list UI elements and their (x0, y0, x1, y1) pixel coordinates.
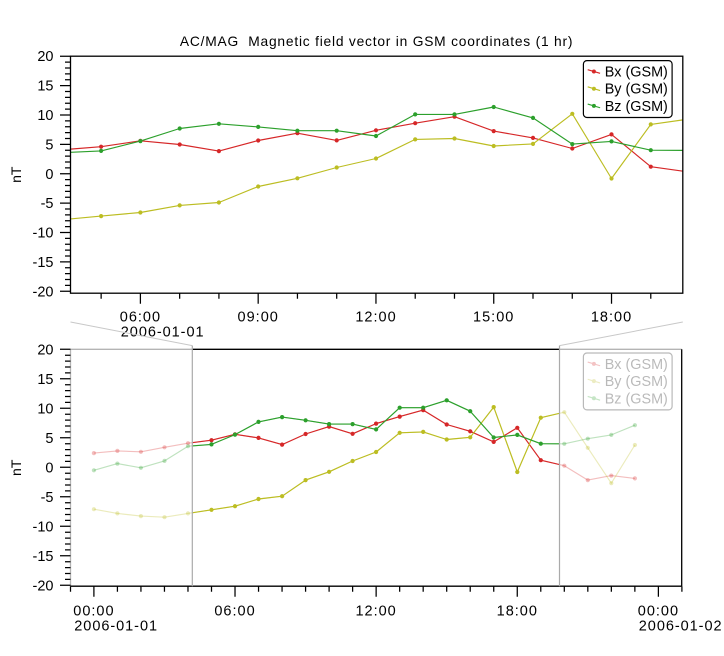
svg-text:AC/MAG Magnetic field vector: AC/MAG Magnetic field vector in GSM coor… (180, 34, 573, 49)
svg-text:00:00: 00:00 (638, 604, 679, 620)
svg-text:5: 5 (45, 137, 53, 153)
svg-text:12:00: 12:00 (355, 604, 396, 620)
svg-text:09:00: 09:00 (238, 310, 279, 326)
svg-text:18:00: 18:00 (591, 310, 632, 326)
svg-text:-20: -20 (33, 578, 54, 594)
svg-text:-15: -15 (33, 549, 54, 565)
svg-text:Bz (GSM): Bz (GSM) (605, 391, 668, 407)
svg-text:00:00: 00:00 (73, 604, 114, 620)
svg-text:15:00: 15:00 (473, 310, 514, 326)
svg-text:By (GSM): By (GSM) (605, 82, 668, 98)
svg-text:18:00: 18:00 (497, 604, 538, 620)
svg-text:10: 10 (37, 108, 53, 124)
svg-text:nT: nT (8, 459, 24, 476)
svg-text:2006-01-02: 2006-01-02 (639, 618, 723, 634)
svg-text:-15: -15 (33, 255, 54, 271)
svg-text:Bx (GSM): Bx (GSM) (605, 357, 668, 373)
svg-text:Bx (GSM): Bx (GSM) (605, 65, 668, 81)
svg-text:5: 5 (45, 431, 53, 447)
svg-text:2006-01-01: 2006-01-01 (74, 618, 158, 634)
svg-text:-10: -10 (33, 519, 54, 535)
svg-text:Bz (GSM): Bz (GSM) (605, 99, 668, 115)
svg-text:20: 20 (37, 342, 53, 358)
svg-text:-5: -5 (41, 490, 54, 506)
svg-text:06:00: 06:00 (120, 310, 161, 326)
svg-text:-10: -10 (33, 226, 54, 242)
svg-text:15: 15 (37, 79, 53, 95)
svg-text:15: 15 (37, 372, 53, 388)
svg-text:2006-01-01: 2006-01-01 (121, 324, 205, 340)
svg-text:nT: nT (8, 166, 24, 183)
svg-text:-5: -5 (41, 196, 54, 212)
svg-text:-20: -20 (33, 284, 54, 300)
svg-text:10: 10 (37, 401, 53, 417)
svg-text:0: 0 (45, 167, 53, 183)
svg-text:0: 0 (45, 460, 53, 476)
svg-text:20: 20 (37, 49, 53, 65)
svg-text:12:00: 12:00 (355, 310, 396, 326)
svg-text:06:00: 06:00 (214, 604, 255, 620)
svg-text:By (GSM): By (GSM) (605, 374, 668, 390)
